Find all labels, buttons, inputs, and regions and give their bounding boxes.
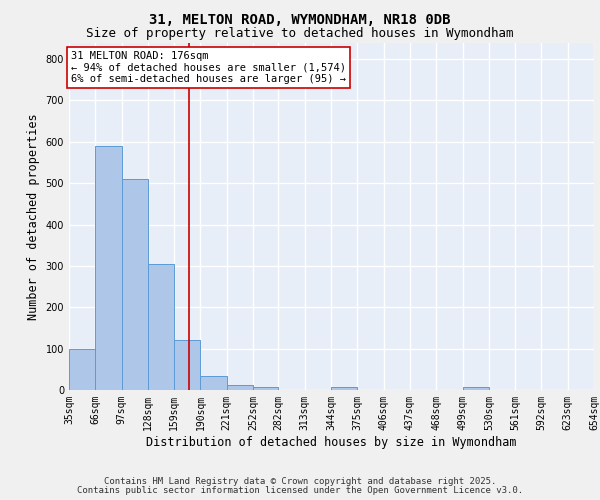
Bar [174, 340, 200, 390]
X-axis label: Distribution of detached houses by size in Wymondham: Distribution of detached houses by size … [146, 436, 517, 448]
Text: 31 MELTON ROAD: 176sqm
← 94% of detached houses are smaller (1,574)
6% of semi-d: 31 MELTON ROAD: 176sqm ← 94% of detached… [71, 51, 346, 84]
Bar [227, 384, 253, 390]
Bar [200, 376, 227, 390]
Bar [148, 264, 174, 390]
Bar [95, 146, 122, 390]
Text: Contains public sector information licensed under the Open Government Licence v3: Contains public sector information licen… [77, 486, 523, 495]
Text: 31, MELTON ROAD, WYMONDHAM, NR18 0DB: 31, MELTON ROAD, WYMONDHAM, NR18 0DB [149, 12, 451, 26]
Bar [253, 386, 278, 390]
Text: Size of property relative to detached houses in Wymondham: Size of property relative to detached ho… [86, 28, 514, 40]
Bar [463, 386, 489, 390]
Text: Contains HM Land Registry data © Crown copyright and database right 2025.: Contains HM Land Registry data © Crown c… [104, 477, 496, 486]
Bar [122, 179, 148, 390]
Y-axis label: Number of detached properties: Number of detached properties [27, 113, 40, 320]
Bar [69, 348, 95, 390]
Bar [331, 386, 358, 390]
